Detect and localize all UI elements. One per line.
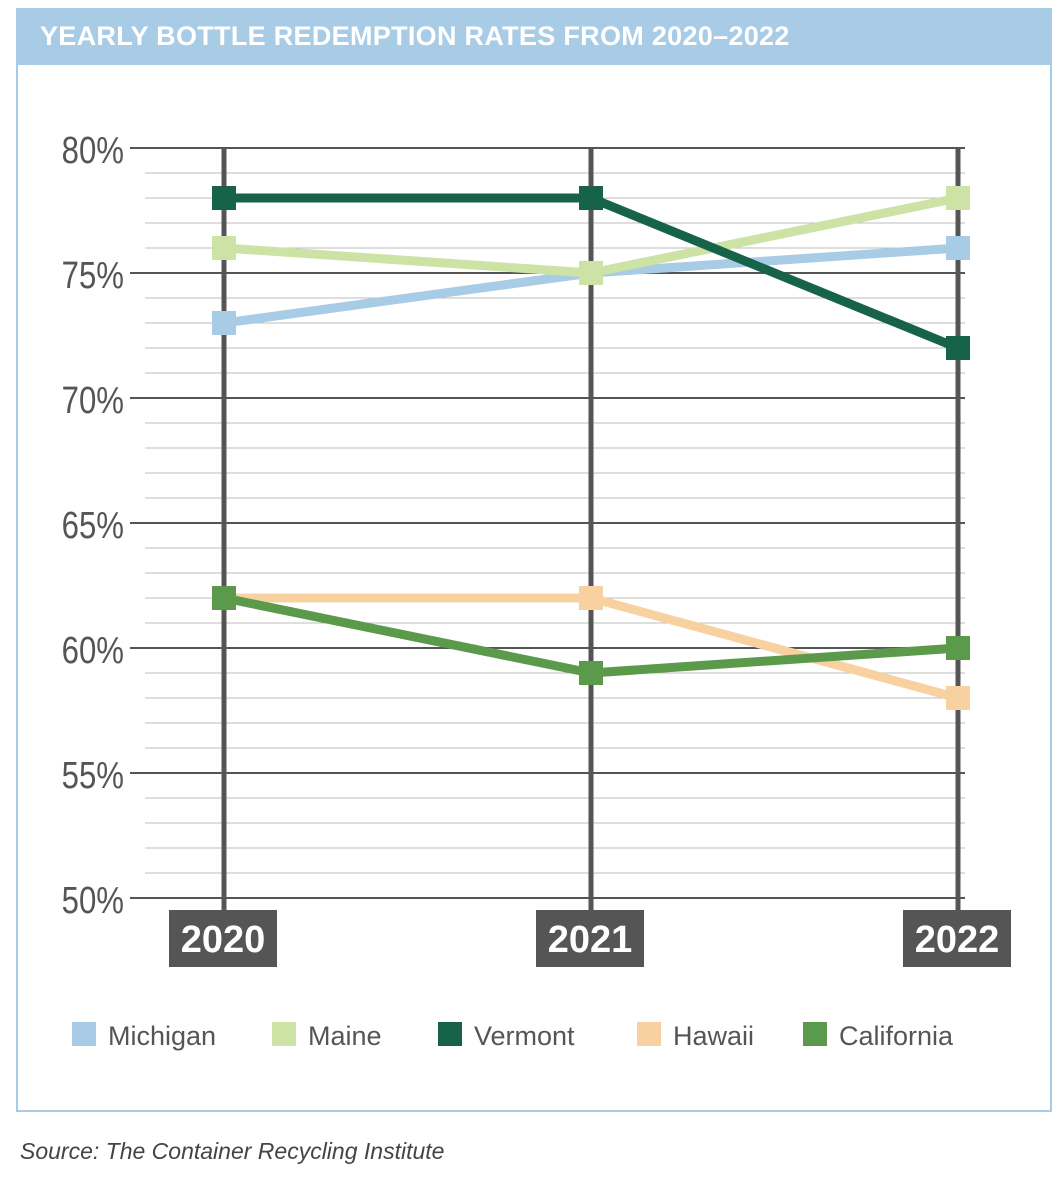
chart-frame: YEARLY BOTTLE REDEMPTION RATES FROM 2020…	[16, 8, 1052, 1112]
y-tick-label: 65%	[62, 505, 124, 547]
legend-label: California	[839, 1021, 954, 1051]
x-tick-2021: 2021	[536, 910, 644, 967]
source-note: Source: The Container Recycling Institut…	[20, 1138, 444, 1165]
source-label: Source:	[20, 1138, 100, 1164]
data-point-michigan	[946, 236, 970, 260]
data-point-hawaii	[579, 586, 603, 610]
legend-swatch	[72, 1022, 96, 1046]
data-point-california	[212, 586, 236, 610]
data-point-michigan	[212, 311, 236, 335]
x-tick-2020: 2020	[169, 910, 277, 967]
legend-item-california: California	[803, 1021, 954, 1051]
y-tick-label: 50%	[62, 880, 124, 922]
data-point-vermont	[579, 186, 603, 210]
legend-label: Michigan	[108, 1021, 216, 1051]
y-axis-ticks: 80% 75% 70% 65% 60% 55% 50%	[62, 130, 124, 922]
legend-swatch	[803, 1022, 827, 1046]
year-box	[169, 910, 277, 967]
source-text: The Container Recycling Institute	[105, 1138, 445, 1164]
legend-swatch	[272, 1022, 296, 1046]
y-tick-label: 60%	[62, 630, 124, 672]
data-point-vermont	[946, 336, 970, 360]
y-tick-label: 75%	[62, 255, 124, 297]
year-box	[536, 910, 644, 967]
x-tick-label: 2021	[548, 919, 633, 961]
y-tick-label: 55%	[62, 755, 124, 797]
legend-label: Vermont	[474, 1021, 575, 1051]
data-point-maine	[946, 186, 970, 210]
y-tick-label: 70%	[62, 380, 124, 422]
data-point-maine	[579, 261, 603, 285]
data-point-hawaii	[946, 686, 970, 710]
legend-item-vermont: Vermont	[438, 1021, 575, 1051]
legend: Michigan Maine Vermont Hawaii California	[72, 1021, 954, 1051]
y-tick-label: 80%	[62, 130, 124, 172]
x-tick-label: 2020	[181, 919, 266, 961]
x-tick-label: 2022	[915, 919, 1000, 961]
data-point-maine	[212, 236, 236, 260]
data-point-california	[946, 636, 970, 660]
legend-item-michigan: Michigan	[72, 1021, 216, 1051]
title-bar: YEARLY BOTTLE REDEMPTION RATES FROM 2020…	[18, 10, 1050, 65]
legend-item-maine: Maine	[272, 1021, 382, 1051]
series-lines	[212, 186, 970, 710]
legend-label: Hawaii	[673, 1021, 754, 1051]
data-point-vermont	[212, 186, 236, 210]
x-axis-ticks: 2020 2021 2022	[169, 910, 1011, 967]
chart-title: YEARLY BOTTLE REDEMPTION RATES FROM 2020…	[40, 21, 790, 51]
data-point-california	[579, 661, 603, 685]
legend-swatch	[637, 1022, 661, 1046]
legend-item-hawaii: Hawaii	[637, 1021, 754, 1051]
grid	[130, 147, 965, 915]
year-box	[903, 910, 1011, 967]
x-tick-2022: 2022	[903, 910, 1011, 967]
legend-label: Maine	[308, 1021, 382, 1051]
legend-swatch	[438, 1022, 462, 1046]
